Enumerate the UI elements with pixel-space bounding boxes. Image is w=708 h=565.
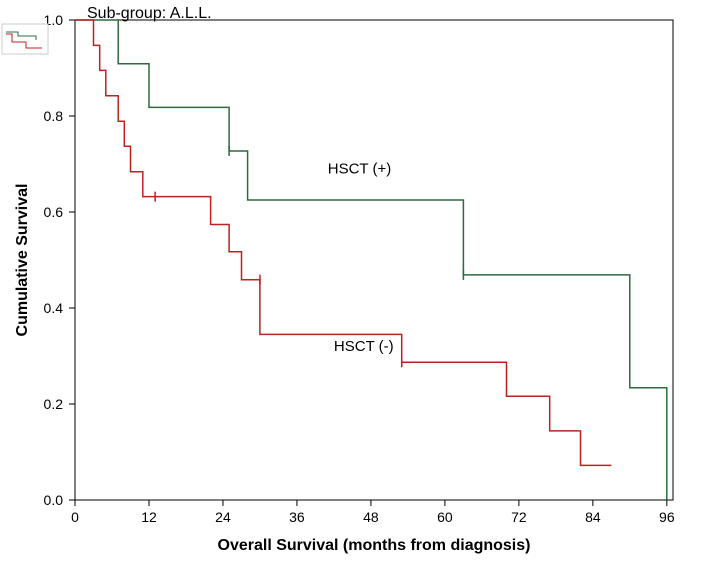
svg-text:84: 84 [585, 509, 601, 525]
svg-text:0: 0 [71, 509, 79, 525]
svg-text:0.2: 0.2 [44, 396, 64, 412]
series-HSCT (+) [75, 20, 667, 500]
svg-text:48: 48 [363, 509, 379, 525]
svg-text:0.4: 0.4 [44, 300, 64, 316]
legend-inset [2, 24, 48, 54]
y-axis-label: Cumulative Survival [14, 184, 31, 337]
svg-text:12: 12 [141, 509, 157, 525]
chart-svg: 012243648607284960.00.20.40.60.81.0Overa… [0, 0, 708, 565]
svg-text:36: 36 [289, 509, 305, 525]
x-axis-label: Overall Survival (months from diagnosis) [218, 537, 531, 554]
svg-text:24: 24 [215, 509, 231, 525]
series-label: HSCT (-) [334, 338, 394, 355]
series-label: HSCT (+) [328, 161, 391, 178]
svg-text:60: 60 [437, 509, 453, 525]
svg-text:96: 96 [659, 509, 675, 525]
survival-chart: 012243648607284960.00.20.40.60.81.0Overa… [0, 0, 708, 565]
series-HSCT (-) [75, 20, 611, 465]
svg-text:72: 72 [511, 509, 527, 525]
svg-text:0.0: 0.0 [44, 492, 64, 508]
svg-text:0.8: 0.8 [44, 108, 64, 124]
svg-text:0.6: 0.6 [44, 204, 64, 220]
